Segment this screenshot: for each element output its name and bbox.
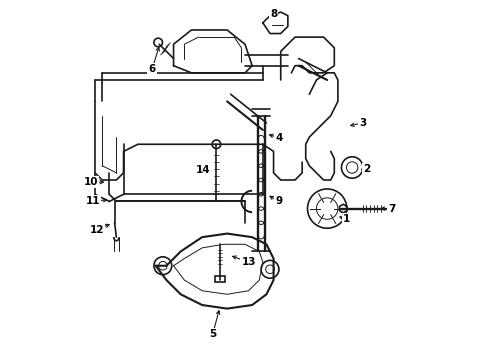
Text: 14: 14: [196, 165, 211, 175]
Bar: [215, 276, 225, 282]
Text: 11: 11: [86, 197, 100, 206]
Text: 9: 9: [275, 197, 283, 206]
Text: 4: 4: [275, 133, 283, 143]
Text: 7: 7: [388, 203, 395, 213]
Text: 6: 6: [148, 64, 156, 74]
Text: 3: 3: [359, 118, 367, 128]
Text: 1: 1: [343, 214, 350, 224]
Text: 12: 12: [90, 225, 104, 235]
Circle shape: [154, 38, 163, 47]
Text: 5: 5: [209, 329, 217, 339]
Circle shape: [212, 140, 220, 149]
Text: 10: 10: [83, 177, 98, 187]
Text: 8: 8: [270, 9, 277, 19]
Text: 13: 13: [241, 257, 256, 267]
Text: 2: 2: [363, 164, 370, 174]
